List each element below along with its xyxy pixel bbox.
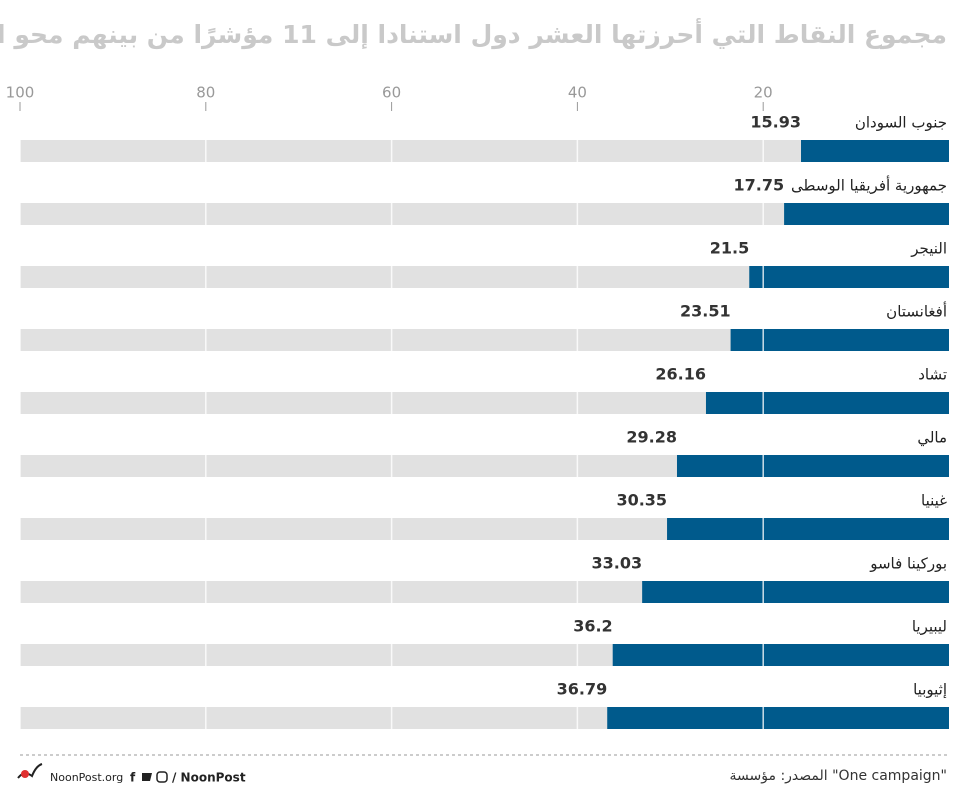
bar — [749, 266, 949, 288]
value-label: 23.51 — [680, 302, 731, 321]
site: NoonPost.org — [50, 771, 123, 784]
x-tick-label: 80 — [196, 84, 215, 102]
category-label: جمهورية أفريقيا الوسطى — [791, 176, 947, 195]
category-label: تشاد — [918, 366, 947, 384]
bar — [607, 707, 949, 729]
value-label: 33.03 — [592, 554, 643, 573]
category-label: أفغانستان — [886, 302, 947, 321]
category-label: بوركينا فاسو — [869, 555, 947, 573]
bar — [784, 203, 949, 225]
value-label: 30.35 — [616, 491, 667, 510]
social-icons: f — [130, 771, 168, 785]
bar — [676, 455, 949, 477]
x-tick-label: 20 — [754, 84, 773, 102]
bar — [612, 644, 949, 666]
value-label: 29.28 — [626, 428, 677, 447]
bar — [730, 329, 949, 351]
x-tick-label: 100 — [6, 84, 35, 102]
source: المصدر: مؤسسة "One campaign" — [730, 768, 947, 784]
x-tick-label: 40 — [568, 84, 587, 102]
bar — [667, 518, 949, 540]
category-label: النيجر — [910, 240, 947, 258]
category-label: مالي — [917, 429, 947, 448]
value-label: 17.75 — [733, 176, 784, 195]
value-label: 36.2 — [573, 617, 612, 636]
track — [20, 140, 949, 162]
value-label: 26.16 — [655, 365, 706, 384]
bar — [801, 140, 949, 162]
logo — [17, 763, 43, 779]
category-label: إثيوبيا — [913, 681, 947, 699]
x-tick-label: 60 — [382, 84, 401, 102]
bar — [642, 581, 949, 603]
category-label: ليبيريا — [912, 618, 947, 636]
value-label: 21.5 — [710, 239, 749, 258]
chart-title: مجموع النقاط التي أحرزتها العشر دول استن… — [0, 18, 947, 50]
category-label: جنوب السودان — [855, 114, 947, 132]
value-label: 36.79 — [557, 680, 608, 699]
track — [20, 266, 949, 288]
handle: / NoonPost — [172, 771, 246, 785]
bar — [705, 392, 949, 414]
track — [20, 203, 949, 225]
svg-text:f: f — [130, 771, 136, 785]
track — [20, 329, 949, 351]
value-label: 15.93 — [750, 113, 801, 132]
category-label: غينيا — [921, 492, 947, 510]
